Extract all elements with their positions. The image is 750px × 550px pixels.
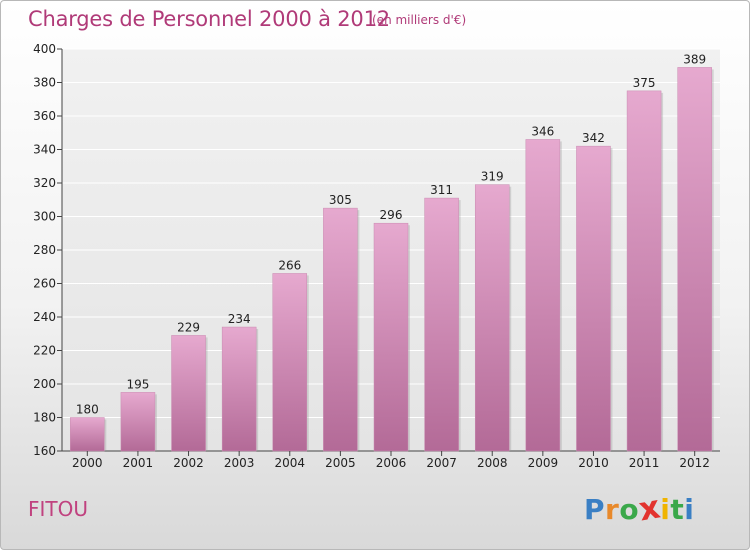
- data-label: 389: [683, 52, 706, 66]
- x-tick-label: 2003: [224, 456, 255, 470]
- y-tick-label: 260: [33, 277, 56, 291]
- bar: [70, 417, 105, 452]
- x-tick-label: 2008: [477, 456, 508, 470]
- y-tick-label: 320: [33, 176, 56, 190]
- y-tick-label: 180: [33, 411, 56, 425]
- logo-letter: t: [670, 493, 685, 526]
- y-tick-label: 280: [33, 243, 56, 257]
- y-tick-label: 200: [33, 377, 56, 391]
- bar: [323, 207, 358, 452]
- data-label: 319: [481, 170, 504, 184]
- data-label: 195: [126, 377, 149, 391]
- bar: [576, 145, 611, 452]
- bar: [525, 139, 561, 452]
- bar: [272, 273, 308, 452]
- logo-letter: i: [684, 493, 695, 526]
- data-label: 180: [76, 403, 99, 417]
- bar: [474, 184, 510, 452]
- x-tick-label: 2005: [325, 456, 356, 470]
- data-label: 234: [228, 312, 251, 326]
- data-label: 375: [633, 76, 656, 90]
- data-label: 305: [329, 193, 352, 207]
- commune-name: FITOU: [28, 497, 88, 521]
- logo-letter: r: [605, 493, 620, 526]
- data-label: 296: [380, 208, 403, 222]
- y-tick-label: 380: [33, 76, 56, 90]
- y-tick-label: 400: [33, 42, 56, 56]
- logo-letter: P: [584, 493, 606, 526]
- data-label: 311: [430, 183, 453, 197]
- bar: [120, 392, 156, 452]
- chart-subtitle: (en milliers d'€): [372, 13, 467, 27]
- bar: [677, 67, 712, 452]
- x-tick-label: 2000: [72, 456, 103, 470]
- x-tick-label: 2011: [629, 456, 660, 470]
- x-tick-label: 2007: [426, 456, 457, 470]
- logo-letter: i: [660, 493, 671, 526]
- proxiti-logo: Proxiti: [584, 487, 695, 528]
- bar: [221, 326, 257, 452]
- bar: [424, 197, 459, 452]
- data-label: 346: [531, 124, 554, 138]
- logo-letter: o: [619, 493, 640, 526]
- y-tick-label: 300: [33, 210, 56, 224]
- x-tick-label: 2012: [679, 456, 710, 470]
- bar: [373, 222, 409, 452]
- y-tick-label: 160: [33, 444, 56, 458]
- x-tick-label: 2002: [173, 456, 204, 470]
- y-tick-label: 360: [33, 109, 56, 123]
- bar: [626, 90, 662, 452]
- x-tick-label: 2010: [578, 456, 609, 470]
- data-label: 229: [177, 320, 200, 334]
- bar: [171, 335, 206, 452]
- y-tick-label: 340: [33, 143, 56, 157]
- data-label: 266: [278, 258, 301, 272]
- x-tick-label: 2006: [376, 456, 407, 470]
- data-label: 342: [582, 131, 605, 145]
- y-tick-label: 240: [33, 310, 56, 324]
- x-tick-label: 2009: [528, 456, 559, 470]
- x-tick-label: 2001: [123, 456, 154, 470]
- x-tick-label: 2004: [274, 456, 305, 470]
- chart-title: Charges de Personnel 2000 à 2012: [28, 7, 390, 31]
- y-tick-label: 220: [33, 344, 56, 358]
